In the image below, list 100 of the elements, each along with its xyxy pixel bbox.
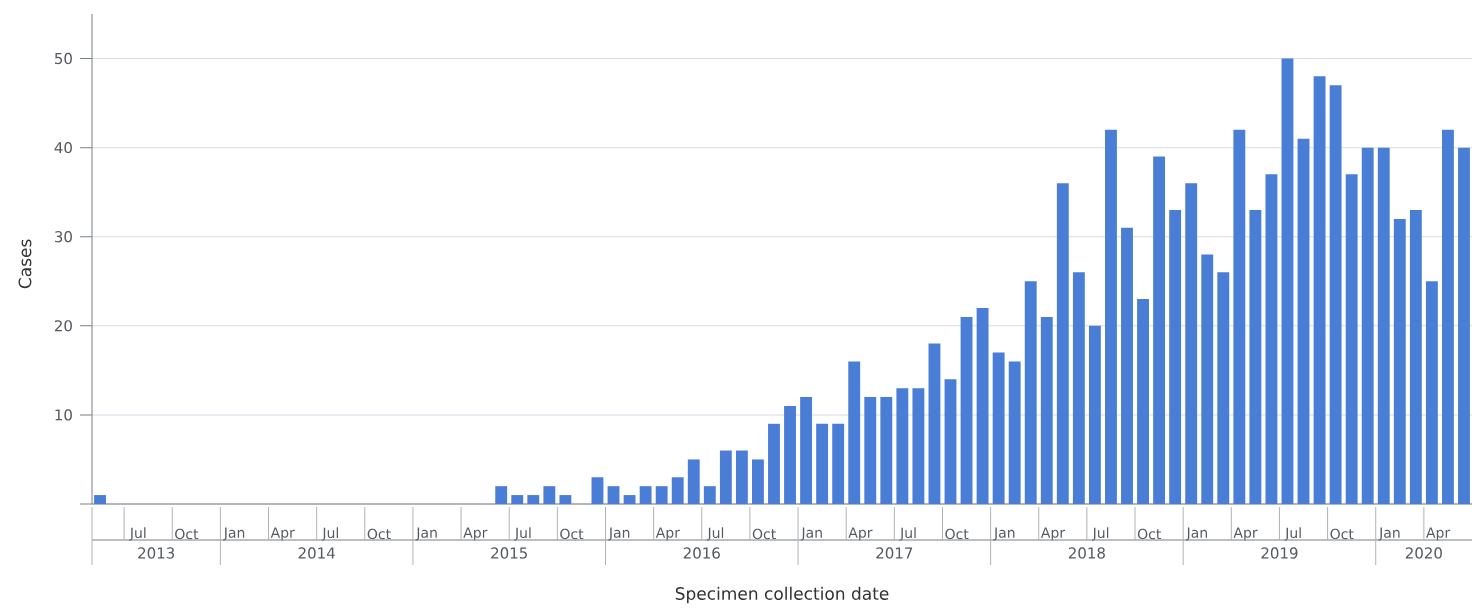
text: 2019 <box>1261 547 1298 559</box>
bar <box>735 450 748 504</box>
bar <box>671 477 684 504</box>
bar <box>1072 272 1085 504</box>
bar <box>1409 209 1422 504</box>
bar <box>1329 85 1342 504</box>
bar <box>1249 209 1262 504</box>
y-tick-label: 40 <box>54 141 72 154</box>
bar <box>1040 316 1053 504</box>
y-tick-label: 30 <box>54 231 72 243</box>
bar <box>848 361 861 504</box>
x-tick-label: Jan <box>1185 527 1207 541</box>
bar <box>1281 58 1294 504</box>
x-tick-label: Jan <box>800 527 822 541</box>
bar <box>1393 218 1406 504</box>
bar <box>800 397 813 504</box>
y-tick-label: 20 <box>54 320 72 332</box>
bar <box>1458 147 1470 504</box>
x-tick-label: Jul <box>514 527 531 541</box>
x-tick-label: Apr <box>1040 527 1066 541</box>
bar <box>1361 147 1374 504</box>
bar <box>591 477 604 504</box>
bar <box>880 397 893 504</box>
bar <box>944 379 957 504</box>
x-tick-label: Jul <box>706 527 724 541</box>
x-tick-label: Jan <box>608 527 630 541</box>
bar <box>639 486 652 504</box>
text: 2018 <box>1068 547 1105 559</box>
text: 2015 <box>491 547 527 559</box>
bar <box>527 495 540 504</box>
bar <box>703 486 716 504</box>
x-tick-label: Jan <box>415 527 437 541</box>
bar <box>1377 147 1390 504</box>
bar <box>1008 361 1021 504</box>
bar <box>1105 129 1117 504</box>
y-axis-title: Cases <box>18 239 32 289</box>
bar <box>832 423 845 504</box>
x-tick-label: Oct <box>175 528 199 540</box>
x-tick-label: Jul <box>1091 527 1109 541</box>
x-tick-label: Oct <box>367 528 391 540</box>
x-tick-label: Oct <box>945 528 969 540</box>
x-tick-label: Apr <box>1426 527 1451 541</box>
bar <box>559 495 572 504</box>
bar <box>1233 129 1246 504</box>
x-tick-label: Apr <box>655 527 680 541</box>
bar <box>976 307 989 504</box>
x-tick-label: Apr <box>1233 527 1258 541</box>
bar <box>1442 129 1454 504</box>
bar <box>784 405 796 504</box>
x-tick-label: Jan <box>223 527 245 541</box>
bar <box>912 388 925 504</box>
bar <box>607 486 620 504</box>
x-tick-label: Jan <box>993 527 1015 541</box>
bar <box>1425 281 1438 504</box>
bar <box>816 423 829 504</box>
x-tick-label: Jul <box>1284 527 1301 541</box>
bar <box>655 486 668 504</box>
bar <box>960 316 973 504</box>
bar <box>1345 174 1358 504</box>
bar <box>1217 272 1230 504</box>
bar <box>495 486 508 504</box>
bar <box>687 459 700 504</box>
bar <box>1169 209 1182 504</box>
x-axis-title: Specimen collection date <box>675 586 889 604</box>
x-tick-label: Jul <box>129 527 146 541</box>
x-tick-label: Oct <box>752 528 776 540</box>
bar <box>1088 325 1101 504</box>
bar <box>1313 76 1326 504</box>
bar <box>1121 227 1133 504</box>
bar <box>896 388 909 504</box>
bar <box>1201 254 1214 504</box>
text: 2014 <box>298 547 335 559</box>
bar <box>719 450 732 504</box>
bar <box>1297 138 1310 504</box>
bar <box>511 495 524 504</box>
bar <box>623 495 636 504</box>
bar <box>864 397 877 504</box>
bar <box>1265 174 1278 504</box>
text: 2020 <box>1405 547 1442 559</box>
bar <box>543 486 556 504</box>
x-tick-label: Apr <box>270 527 295 541</box>
x-tick-label: Apr <box>848 527 873 541</box>
bar <box>928 343 941 504</box>
text: 2016 <box>683 547 720 559</box>
bar <box>1153 156 1166 504</box>
x-tick-label: Oct <box>1330 528 1354 540</box>
y-tick-label: 50 <box>55 52 72 65</box>
text: 2017 <box>876 547 913 559</box>
bar <box>94 495 106 504</box>
x-tick-label: Jul <box>899 527 916 541</box>
bar <box>1137 299 1149 504</box>
bar <box>752 459 764 504</box>
x-tick-label: Oct <box>560 528 584 540</box>
y-tick-label: 10 <box>55 409 72 421</box>
text: 2013 <box>138 547 175 559</box>
bar <box>992 352 1005 504</box>
x-tick-label: Oct <box>1137 528 1161 540</box>
bar <box>768 423 780 504</box>
x-tick-label: Jan <box>1378 527 1400 541</box>
bar <box>1185 183 1198 504</box>
